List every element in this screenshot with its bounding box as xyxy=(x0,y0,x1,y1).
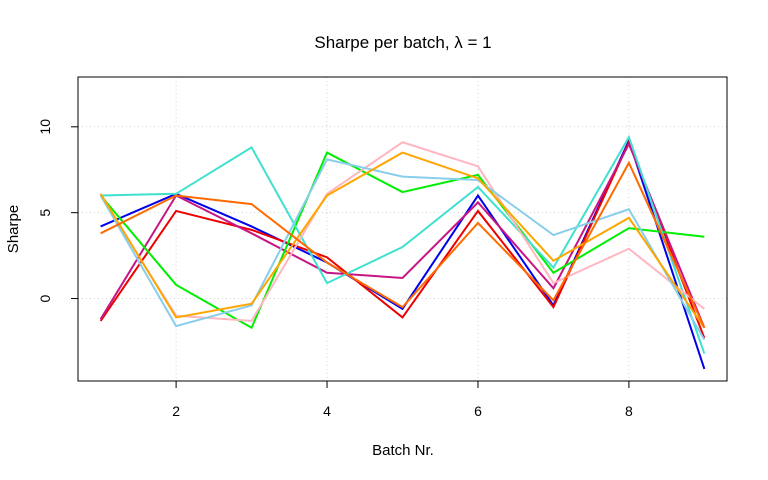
series-line-3 xyxy=(99,141,706,329)
axis-layer: 2 4 6 8 0 5 10 xyxy=(37,119,633,419)
series-line-7 xyxy=(99,158,706,341)
series-line-2 xyxy=(99,139,706,339)
x-tick-label-0: 2 xyxy=(172,403,180,419)
x-axis-label: Batch Nr. xyxy=(372,442,434,459)
y-tick-label-1: 5 xyxy=(37,209,53,217)
series-line-9 xyxy=(100,160,706,329)
x-tick-label-1: 4 xyxy=(323,403,331,419)
x-tick-label-2: 6 xyxy=(474,403,482,419)
chart-title: Sharpe per batch, λ = 1 xyxy=(314,33,491,52)
y-axis-label: Sharpe xyxy=(5,205,22,253)
series-line-8 xyxy=(99,151,706,329)
x-tick-label-3: 8 xyxy=(625,403,633,419)
series-line-5 xyxy=(100,134,706,354)
series-line-6 xyxy=(99,141,705,322)
y-tick-label-2: 10 xyxy=(37,119,53,135)
y-tick-label-0: 0 xyxy=(37,294,53,302)
series-line-4 xyxy=(99,151,705,330)
series-layer xyxy=(99,134,706,370)
